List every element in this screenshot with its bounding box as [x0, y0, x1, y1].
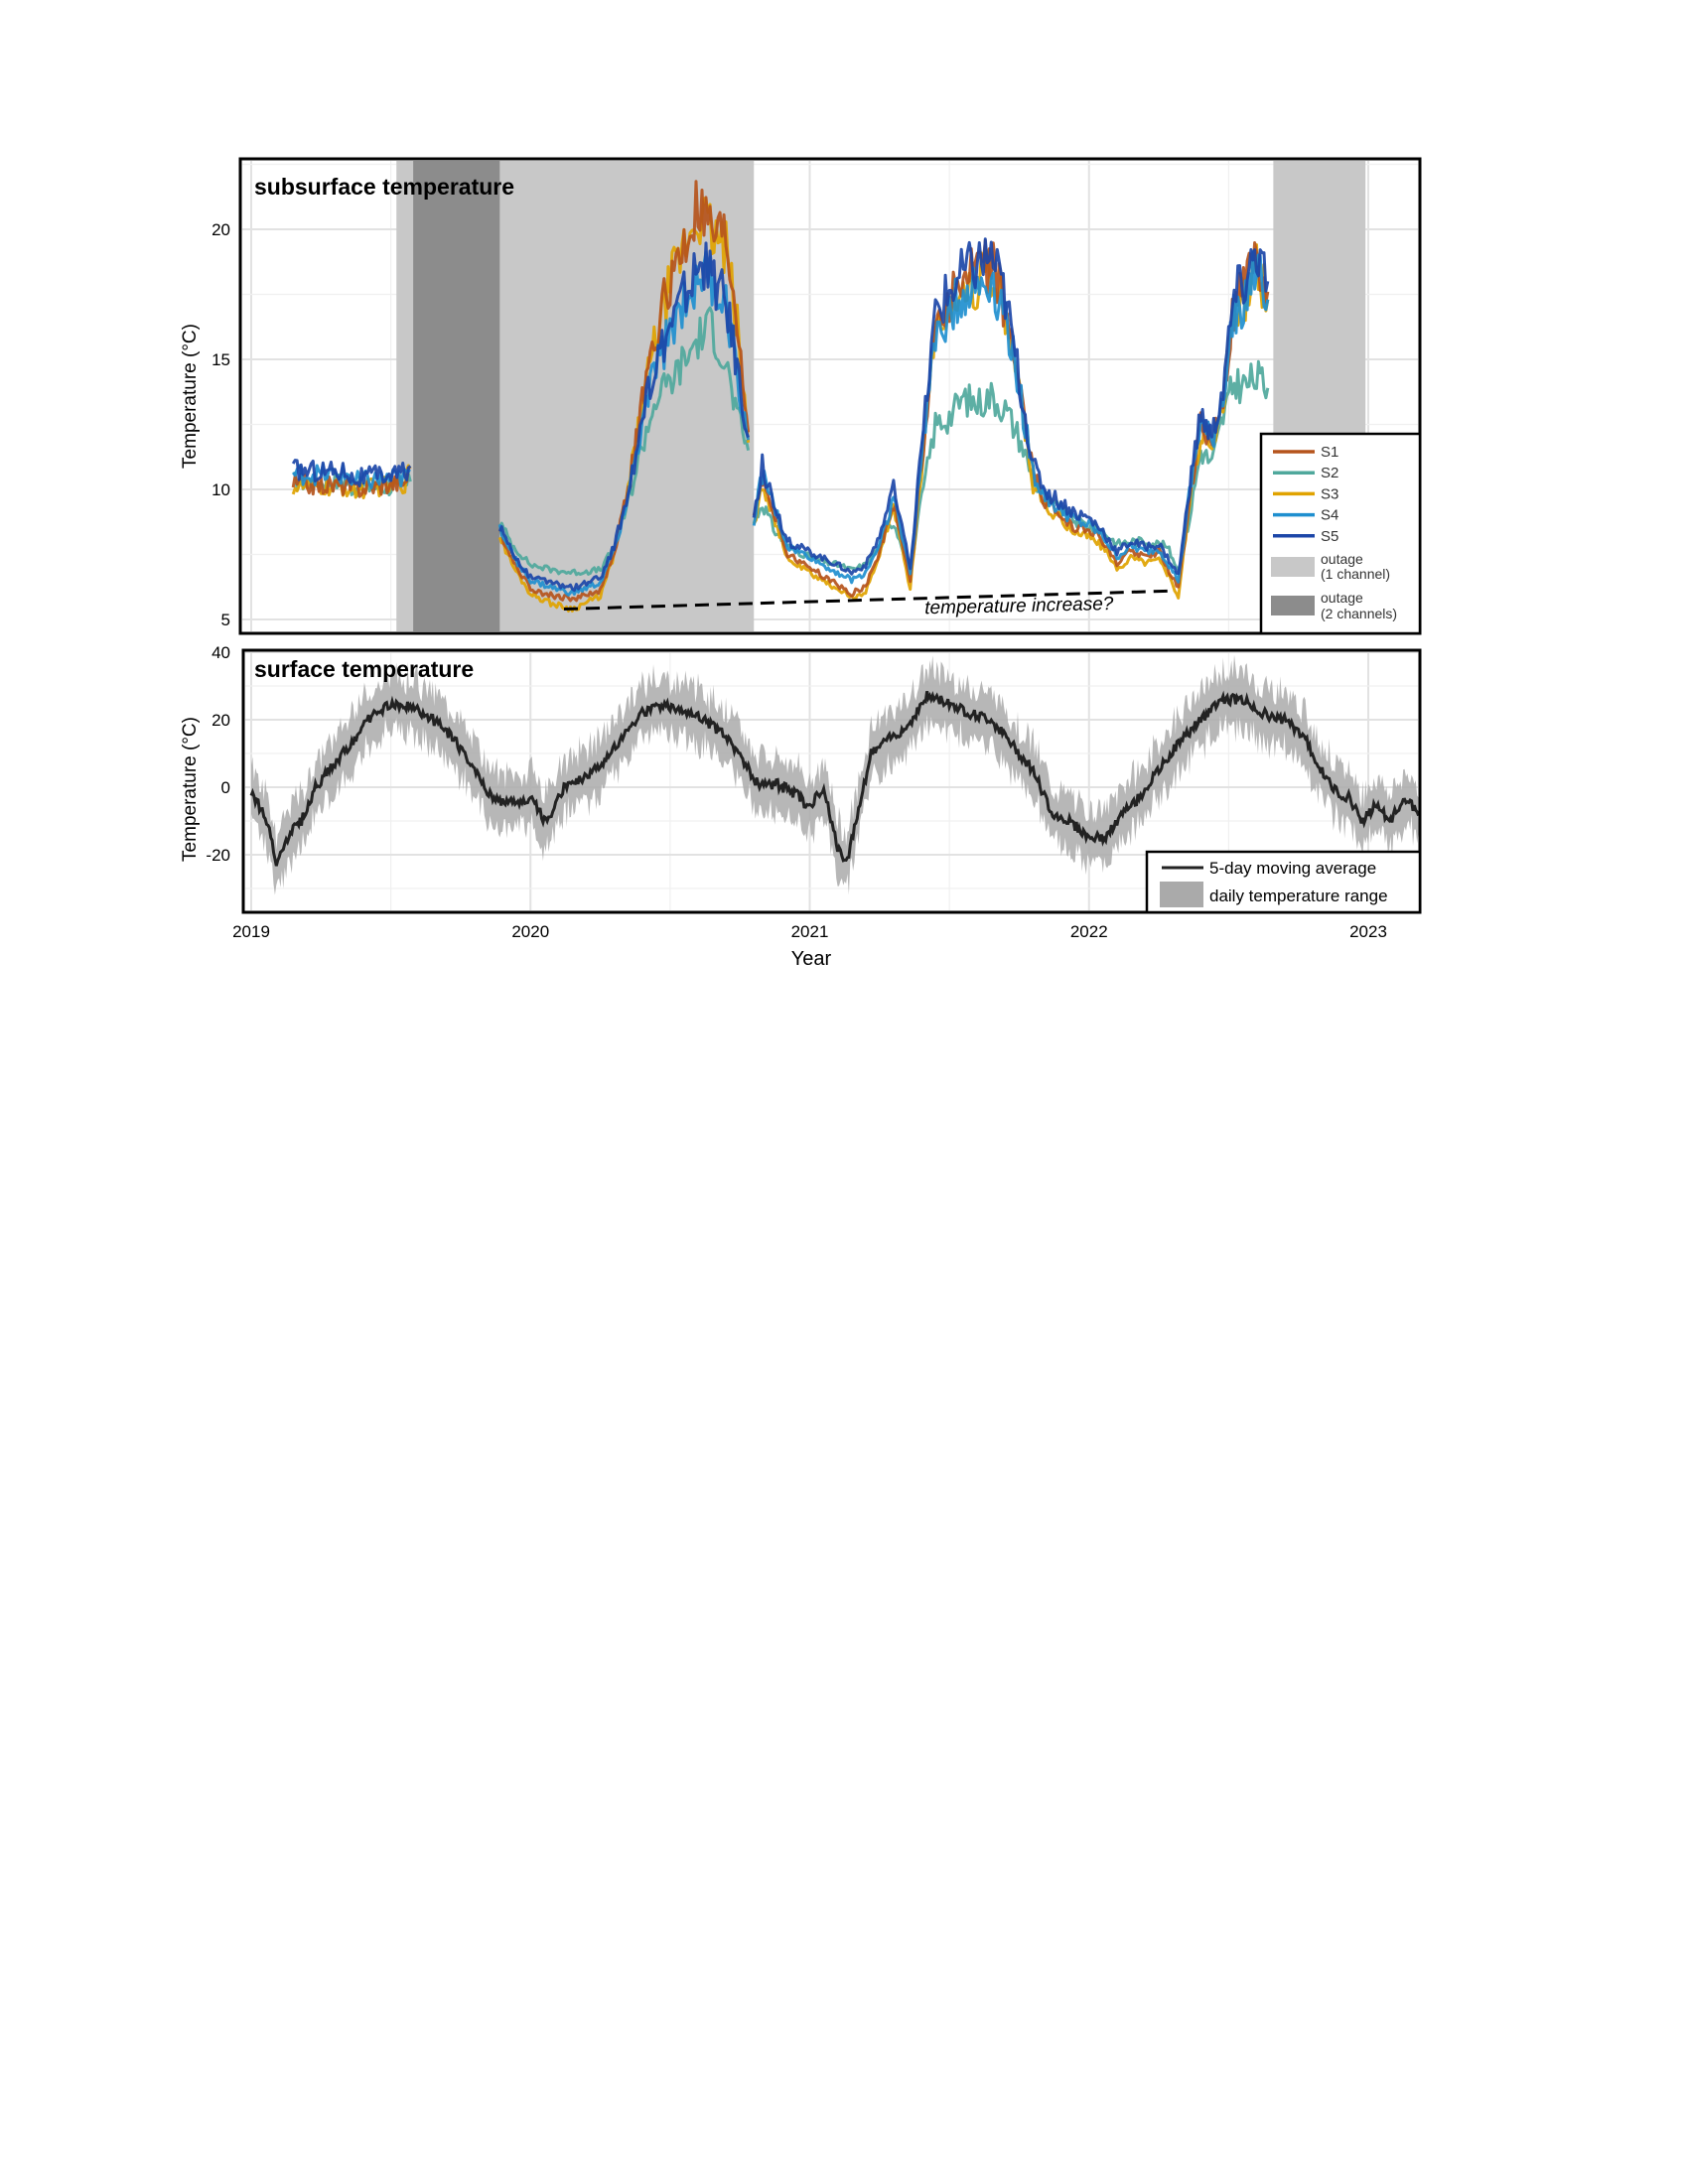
surface-y-tick-label: 20: [211, 711, 230, 730]
legend-label-s1: S1: [1321, 444, 1338, 461]
legend-outage-2-label-line1: outage: [1321, 590, 1363, 606]
year-tick-label: 2023: [1349, 922, 1387, 941]
moving-average-line: [249, 690, 1421, 867]
year-tick-label: 2019: [232, 922, 270, 941]
series-line-s5: [291, 459, 412, 487]
legend-label-s3: S3: [1321, 485, 1338, 502]
trend-dashed-line: [563, 589, 1174, 612]
surface-y-ticks: -20 0 20 40: [206, 643, 230, 865]
surface-panel: surface temperature -20 0 20 40 Temperature…: [180, 643, 1422, 914]
year-tick-label: 2021: [791, 922, 829, 941]
subsurface-series-lines: [291, 180, 1270, 613]
surface-panel-title: surface temperature: [254, 656, 474, 682]
subsurface-y-tick-label: 20: [211, 220, 230, 239]
legend-label-s5: S5: [1321, 528, 1338, 545]
legend-moving-average-label: 5-day moving average: [1209, 859, 1376, 878]
daily-range-band: [251, 654, 1419, 895]
surface-y-tick-label: -20: [206, 846, 230, 865]
surface-y-tick-label: 0: [221, 778, 230, 797]
outage-2-channel-region: [413, 161, 500, 631]
surface-y-axis-label: Temperature (°C): [180, 717, 201, 862]
surface-plot-frame: [241, 648, 1422, 914]
subsurface-panel: temperature increase? subsurface tempera…: [180, 157, 1422, 635]
legend-daily-range-label: daily temperature range: [1209, 887, 1388, 905]
subsurface-y-ticks: 5 10 15 20: [211, 220, 230, 629]
legend-outage-1-label-line1: outage: [1321, 551, 1363, 567]
series-line-s5: [752, 237, 1270, 576]
outage-shading: [396, 161, 1366, 631]
year-x-ticks: 2019 2020 2021 2022 2023: [232, 922, 1387, 941]
series-line-s1: [498, 180, 751, 603]
year-tick-label: 2022: [1070, 922, 1108, 941]
x-axis-label: Year: [791, 948, 832, 970]
legend-series-entries: S1 S2 S3 S4 S5: [1273, 444, 1338, 545]
legend-outage-2-label-line2: (2 channels): [1321, 606, 1397, 621]
trend-annotation-label: temperature increase?: [924, 594, 1114, 618]
legend-label-s4: S4: [1321, 507, 1338, 524]
legend-outage-1-label-line2: (1 channel): [1321, 566, 1390, 582]
surface-y-tick-label: 40: [211, 643, 230, 662]
legend-label-s2: S2: [1321, 465, 1338, 481]
legend-outage-1-swatch: [1271, 557, 1315, 577]
subsurface-y-tick-label: 15: [211, 350, 230, 369]
subsurface-panel-title: subsurface temperature: [254, 174, 514, 200]
subsurface-y-tick-label: 5: [221, 611, 230, 629]
subsurface-y-axis-label: Temperature (°C): [180, 324, 201, 469]
subsurface-legend: S1 S2 S3 S4 S5 outage (1 channel) outage (2 …: [1259, 432, 1422, 635]
subsurface-y-tick-label: 10: [211, 480, 230, 499]
legend-outage-2-swatch: [1271, 596, 1315, 615]
trend-annotation: temperature increase?: [563, 589, 1174, 618]
surface-legend: 5-day moving average daily temperature r…: [1145, 850, 1422, 914]
year-tick-label: 2020: [511, 922, 549, 941]
subsurface-plot-frame: [238, 157, 1422, 635]
series-line-s5: [497, 241, 751, 593]
legend-daily-range-swatch: [1160, 882, 1203, 907]
